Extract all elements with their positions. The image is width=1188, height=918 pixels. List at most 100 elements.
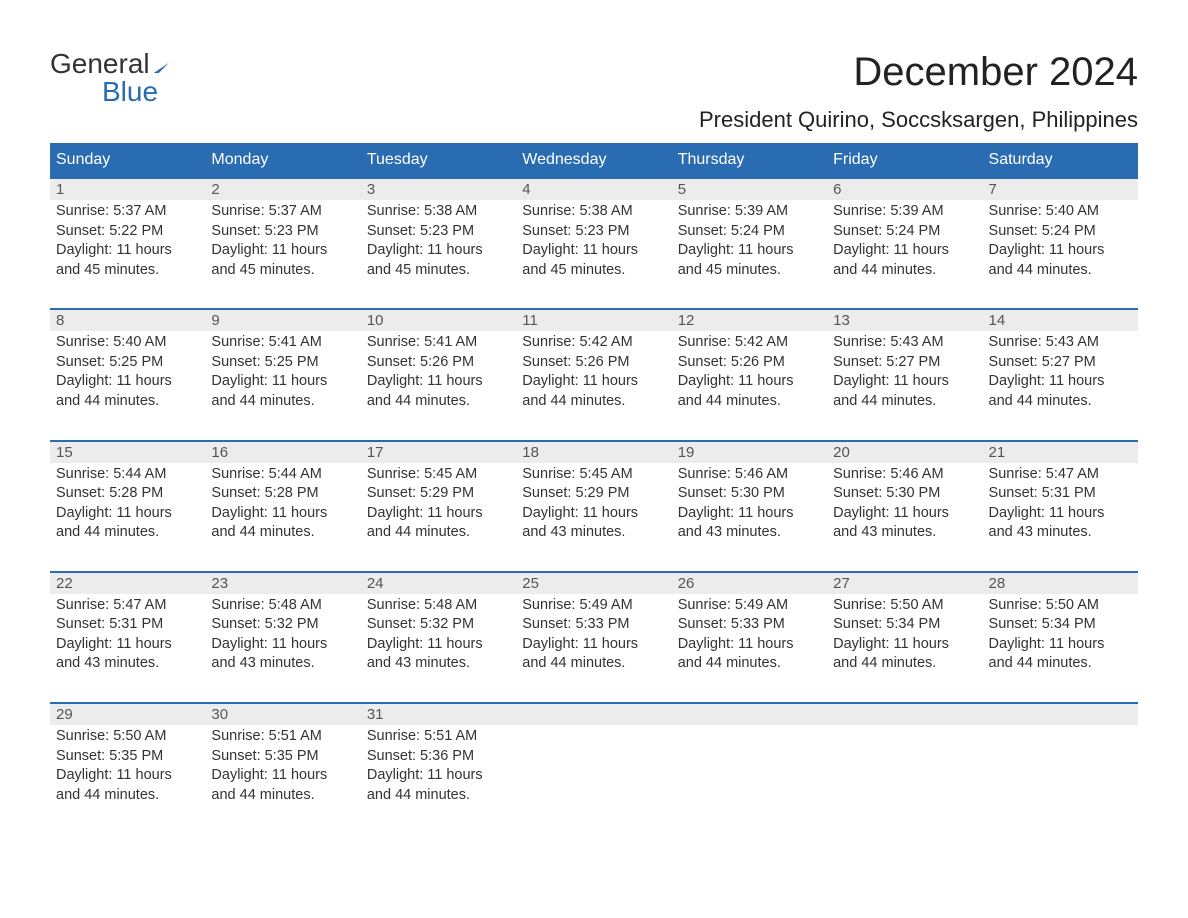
day-number-row: 293031 [50,703,1138,725]
month-title: December 2024 [699,50,1138,95]
weekday-header-row: SundayMondayTuesdayWednesdayThursdayFrid… [50,143,1138,178]
daylight-line: Daylight: 11 hours and 43 minutes. [989,504,1132,543]
daylight-line: Daylight: 11 hours and 44 minutes. [367,766,510,805]
day-detail-cell: Sunrise: 5:43 AMSunset: 5:27 PMDaylight:… [827,331,982,440]
daylight-line: Daylight: 11 hours and 44 minutes. [522,372,665,411]
day-number-cell [672,703,827,725]
day-detail-cell: Sunrise: 5:37 AMSunset: 5:22 PMDaylight:… [50,200,205,309]
sunset-line: Sunset: 5:32 PM [367,615,510,635]
day-detail-cell: Sunrise: 5:38 AMSunset: 5:23 PMDaylight:… [361,200,516,309]
day-number-cell: 19 [672,441,827,463]
daylight-line: Daylight: 11 hours and 44 minutes. [678,372,821,411]
sunrise-line: Sunrise: 5:50 AM [833,596,976,616]
sunset-line: Sunset: 5:24 PM [989,222,1132,242]
day-number-cell: 28 [983,572,1138,594]
sunrise-line: Sunrise: 5:47 AM [989,465,1132,485]
sunset-line: Sunset: 5:24 PM [678,222,821,242]
day-number-cell: 22 [50,572,205,594]
brand-logo: General Blue [50,50,184,106]
day-number-cell: 26 [672,572,827,594]
sunrise-line: Sunrise: 5:43 AM [989,333,1132,353]
daylight-line: Daylight: 11 hours and 44 minutes. [56,372,199,411]
sunset-line: Sunset: 5:26 PM [367,353,510,373]
sunrise-line: Sunrise: 5:51 AM [211,727,354,747]
sunset-line: Sunset: 5:22 PM [56,222,199,242]
daylight-line: Daylight: 11 hours and 44 minutes. [833,372,976,411]
day-number-cell: 4 [516,178,671,200]
sunset-line: Sunset: 5:34 PM [989,615,1132,635]
sunset-line: Sunset: 5:30 PM [678,484,821,504]
daylight-line: Daylight: 11 hours and 44 minutes. [211,504,354,543]
weekday-header: Sunday [50,143,205,178]
sunrise-line: Sunrise: 5:51 AM [367,727,510,747]
sunset-line: Sunset: 5:23 PM [522,222,665,242]
weekday-header: Thursday [672,143,827,178]
day-detail-cell [672,725,827,833]
day-detail-cell: Sunrise: 5:50 AMSunset: 5:34 PMDaylight:… [983,594,1138,703]
day-number-cell: 14 [983,309,1138,331]
day-number-cell: 30 [205,703,360,725]
daylight-line: Daylight: 11 hours and 44 minutes. [833,241,976,280]
sunrise-line: Sunrise: 5:48 AM [211,596,354,616]
day-detail-cell: Sunrise: 5:42 AMSunset: 5:26 PMDaylight:… [672,331,827,440]
sunrise-line: Sunrise: 5:39 AM [833,202,976,222]
day-detail-cell: Sunrise: 5:49 AMSunset: 5:33 PMDaylight:… [516,594,671,703]
day-detail-cell [516,725,671,833]
day-detail-cell [827,725,982,833]
day-detail-cell: Sunrise: 5:48 AMSunset: 5:32 PMDaylight:… [361,594,516,703]
daylight-line: Daylight: 11 hours and 44 minutes. [522,635,665,674]
sunset-line: Sunset: 5:31 PM [989,484,1132,504]
sunrise-line: Sunrise: 5:38 AM [367,202,510,222]
daylight-line: Daylight: 11 hours and 44 minutes. [56,766,199,805]
sunrise-line: Sunrise: 5:43 AM [833,333,976,353]
weekday-header: Tuesday [361,143,516,178]
sunrise-line: Sunrise: 5:49 AM [522,596,665,616]
sunrise-line: Sunrise: 5:49 AM [678,596,821,616]
weekday-header: Friday [827,143,982,178]
day-number-cell: 27 [827,572,982,594]
day-detail-cell: Sunrise: 5:38 AMSunset: 5:23 PMDaylight:… [516,200,671,309]
daylight-line: Daylight: 11 hours and 44 minutes. [211,766,354,805]
sunrise-line: Sunrise: 5:38 AM [522,202,665,222]
daylight-line: Daylight: 11 hours and 44 minutes. [833,635,976,674]
sunset-line: Sunset: 5:25 PM [56,353,199,373]
sunrise-line: Sunrise: 5:47 AM [56,596,199,616]
day-number-cell: 6 [827,178,982,200]
sunrise-line: Sunrise: 5:41 AM [367,333,510,353]
sunset-line: Sunset: 5:26 PM [678,353,821,373]
brand-word-2: Blue [50,78,184,106]
daylight-line: Daylight: 11 hours and 44 minutes. [367,372,510,411]
day-detail-cell: Sunrise: 5:46 AMSunset: 5:30 PMDaylight:… [827,463,982,572]
day-number-cell: 3 [361,178,516,200]
daylight-line: Daylight: 11 hours and 45 minutes. [367,241,510,280]
day-number-cell: 7 [983,178,1138,200]
sunset-line: Sunset: 5:27 PM [833,353,976,373]
daylight-line: Daylight: 11 hours and 43 minutes. [367,635,510,674]
daylight-line: Daylight: 11 hours and 44 minutes. [56,504,199,543]
sunset-line: Sunset: 5:35 PM [56,747,199,767]
day-detail-cell: Sunrise: 5:51 AMSunset: 5:35 PMDaylight:… [205,725,360,833]
title-block: December 2024 President Quirino, Soccsks… [699,50,1138,133]
daylight-line: Daylight: 11 hours and 43 minutes. [56,635,199,674]
day-detail-cell: Sunrise: 5:47 AMSunset: 5:31 PMDaylight:… [983,463,1138,572]
daylight-line: Daylight: 11 hours and 44 minutes. [989,241,1132,280]
day-detail-cell: Sunrise: 5:45 AMSunset: 5:29 PMDaylight:… [516,463,671,572]
day-number-cell: 24 [361,572,516,594]
day-detail-cell: Sunrise: 5:50 AMSunset: 5:34 PMDaylight:… [827,594,982,703]
day-number-cell: 20 [827,441,982,463]
calendar-body: 1234567Sunrise: 5:37 AMSunset: 5:22 PMDa… [50,178,1138,833]
day-number-cell: 11 [516,309,671,331]
day-detail-cell: Sunrise: 5:45 AMSunset: 5:29 PMDaylight:… [361,463,516,572]
sunrise-line: Sunrise: 5:39 AM [678,202,821,222]
sunrise-line: Sunrise: 5:48 AM [367,596,510,616]
day-detail-cell: Sunrise: 5:46 AMSunset: 5:30 PMDaylight:… [672,463,827,572]
sunrise-line: Sunrise: 5:46 AM [678,465,821,485]
sunset-line: Sunset: 5:30 PM [833,484,976,504]
sunset-line: Sunset: 5:32 PM [211,615,354,635]
sunset-line: Sunset: 5:23 PM [367,222,510,242]
day-detail-cell: Sunrise: 5:41 AMSunset: 5:25 PMDaylight:… [205,331,360,440]
brand-glyph-icon [154,53,184,73]
day-detail-cell [983,725,1138,833]
day-number-cell: 29 [50,703,205,725]
location-subtitle: President Quirino, Soccsksargen, Philipp… [699,107,1138,133]
